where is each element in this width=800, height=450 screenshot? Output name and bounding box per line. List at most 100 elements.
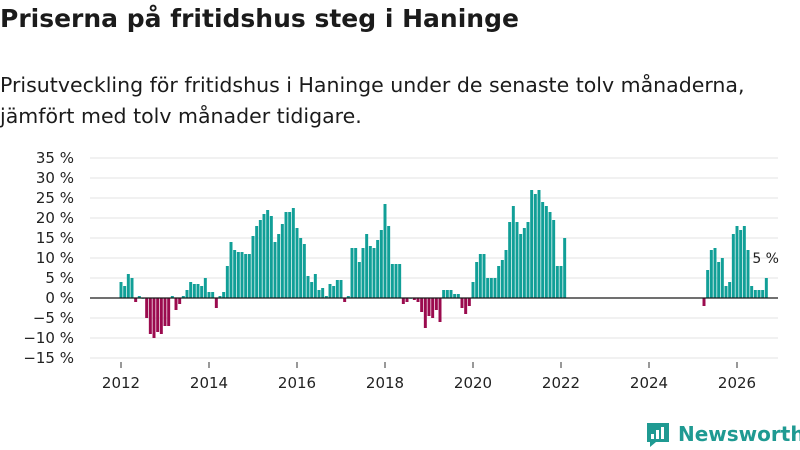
newsworthy-logo[interactable]: Newsworthy [644,420,800,448]
bar [211,292,215,298]
bar [548,212,552,298]
bar [731,234,735,298]
y-tick-label: −15 % [23,349,74,367]
bar [328,284,332,298]
bar [467,298,471,306]
bar [387,226,391,298]
bar [552,220,556,298]
bar [346,296,350,298]
bar [266,210,270,298]
bar [130,278,134,298]
bar [134,298,138,302]
bar [511,206,515,298]
bar [500,260,504,298]
bar [288,212,292,298]
y-tick-label: 10 % [36,249,74,267]
bar [313,274,317,298]
bar [233,250,237,298]
bar [145,298,149,318]
bar [423,298,427,328]
bar [317,290,321,298]
bar [764,278,768,298]
bar [123,286,127,298]
bar [258,220,262,298]
bar [489,278,493,298]
bar [475,262,479,298]
bar [196,284,200,298]
bar [398,264,402,298]
x-tick-label: 2016 [278,374,316,392]
bar [255,226,259,298]
bar [137,296,141,298]
x-tick-label: 2022 [542,374,580,392]
bar [537,190,541,298]
y-tick-label: 0 % [45,289,74,307]
bar [361,248,365,298]
y-tick-label: 35 % [36,149,74,167]
bar [394,264,398,298]
newsworthy-logo-text: Newsworthy [678,422,800,446]
bar [302,244,306,298]
bar [170,296,174,298]
bar [761,290,765,298]
bar [717,262,721,298]
bar [522,228,526,298]
bar [119,282,123,298]
bar [412,298,416,300]
y-axis-labels: −15 % −10 % −5 % 0 % 5 % 10 % 15 % 20 % 25 % 30 %… [23,149,74,367]
bar [214,298,218,308]
bar [544,206,548,298]
bar [372,248,376,298]
bar [434,298,438,310]
bar [189,282,193,298]
y-tick-label: 25 % [36,189,74,207]
bar [442,290,446,298]
bar [376,240,380,298]
bar [178,298,182,304]
x-tick-label: 2020 [454,374,492,392]
bar [291,208,295,298]
bar [203,278,207,298]
bar [350,248,354,298]
y-tick-label: −10 % [23,329,74,347]
bar [321,288,325,298]
bar [559,266,563,298]
bar [159,298,163,334]
bar [724,286,728,298]
bar [515,222,519,298]
bar [405,298,409,302]
bar [280,224,284,298]
bar [555,266,559,298]
bar [192,284,196,298]
bar [471,282,475,298]
bar [508,222,512,298]
bar [225,266,229,298]
y-tick-label: 30 % [36,169,74,187]
bar [504,250,508,298]
last-value-label: 5 % [752,251,779,267]
bar [742,226,746,298]
bar [453,294,457,298]
bar [390,264,394,298]
bar [357,262,361,298]
chart-subtitle: Prisutveckling för fritidshus i Haninge … [0,73,745,128]
bar [324,296,328,298]
bar [240,252,244,298]
bar [533,194,537,298]
bar [156,298,160,332]
x-tick-label: 2014 [190,374,228,392]
bar [295,228,299,298]
bar [207,292,211,298]
bar [464,298,468,314]
bar [335,280,339,298]
x-tick-label: 2024 [630,374,668,392]
bar [739,230,743,298]
bar [493,278,497,298]
bar [445,290,449,298]
bar [163,298,167,326]
bar [174,298,178,310]
bar [728,282,732,298]
bar [486,278,490,298]
bar [753,290,757,298]
